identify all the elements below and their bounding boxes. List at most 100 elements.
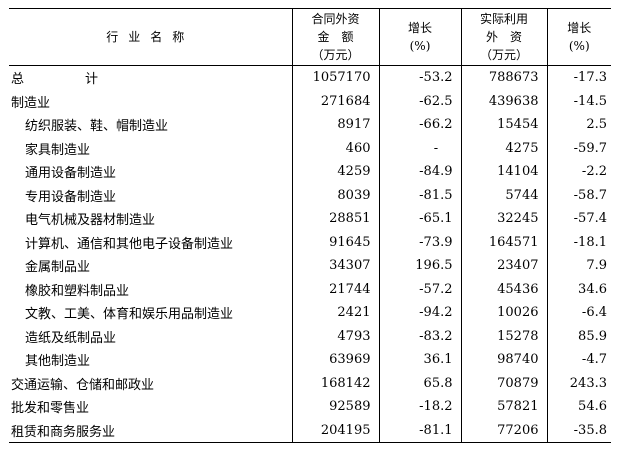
row-contract: 34307 [292, 254, 380, 278]
row-name: 造纸及纸制品业 [9, 324, 293, 348]
header-actual-line1: 实际利用 [479, 12, 528, 26]
row-contract: 460 [292, 136, 380, 160]
header-growth2-line2: (%) [568, 39, 590, 53]
row-actual: 788673 [461, 65, 548, 90]
table-row: 计算机、通信和其他电子设备制造业 91645 -73.9 164571 -18.… [9, 230, 611, 254]
row-name: 其他制造业 [9, 348, 293, 372]
row-name: 橡胶和塑料制品业 [9, 277, 293, 301]
row-actual: 98740 [461, 348, 548, 372]
header-contract-line3: （万元） [311, 48, 360, 62]
table-row: 交通运输、仓储和邮政业 168142 65.8 70879 243.3 [9, 371, 611, 395]
table-row: 租赁和商务服务业 204195 -81.1 77206 -35.8 [9, 418, 611, 443]
table-row: 家具制造业 460 - 4275 -59.7 [9, 136, 611, 160]
row-growth-actual: -6.4 [581, 305, 607, 321]
header-growth-contract: 增长 (%) [379, 8, 462, 66]
row-name: 交通运输、仓储和邮政业 [9, 371, 293, 395]
row-growth-contract: -81.5 [379, 183, 462, 207]
row-growth-actual: 243.3 [569, 375, 607, 391]
row-actual: 4275 [461, 136, 548, 160]
row-actual: 32245 [461, 207, 548, 231]
row-growth-contract: - [379, 136, 462, 160]
row-name: 通用设备制造业 [9, 160, 293, 184]
row-contract: 92589 [292, 395, 380, 419]
table-row: 纺织服装、鞋、帽制造业 8917 -66.2 15454 2.5 [9, 113, 611, 137]
header-growth1-line2: (%) [409, 39, 431, 53]
row-growth-contract: -62.5 [379, 89, 462, 113]
row-growth-contract: 196.5 [379, 254, 462, 278]
table-row: 金属制品业 34307 196.5 23407 7.9 [9, 254, 611, 278]
header-growth1-line1: 增长 [407, 21, 432, 35]
row-name: 纺织服装、鞋、帽制造业 [9, 113, 293, 137]
row-contract: 168142 [292, 371, 380, 395]
row-actual: 164571 [461, 230, 548, 254]
table-row: 通用设备制造业 4259 -84.9 14104 -2.2 [9, 160, 611, 184]
row-growth-actual: -18.1 [573, 234, 607, 250]
row-actual: 15454 [461, 113, 548, 137]
row-growth-actual: -59.7 [573, 140, 607, 156]
row-growth-contract: -65.1 [379, 207, 462, 231]
row-contract: 271684 [292, 89, 380, 113]
row-actual: 45436 [461, 277, 548, 301]
row-contract: 204195 [292, 418, 380, 443]
row-growth-actual: 85.9 [578, 328, 607, 344]
fdi-by-industry-table: 行业名称 合同外资 金 额 （万元） 增长 (%) 实际利用 外 资 （万元） … [9, 8, 611, 443]
row-contract: 4793 [292, 324, 380, 348]
row-growth-contract: -53.2 [379, 65, 462, 90]
row-growth-actual: -35.8 [573, 422, 607, 438]
row-growth-contract: -81.1 [379, 418, 462, 443]
table-row: 橡胶和塑料制品业 21744 -57.2 45436 34.6 [9, 277, 611, 301]
row-name: 总 计 [9, 65, 293, 90]
row-name: 文教、工美、体育和娱乐用品制造业 [9, 301, 293, 325]
row-growth-actual: -14.5 [573, 93, 607, 109]
row-growth-contract: 65.8 [379, 371, 462, 395]
table-row: 造纸及纸制品业 4793 -83.2 15278 85.9 [9, 324, 611, 348]
row-name: 家具制造业 [9, 136, 293, 160]
row-growth-actual: -4.7 [581, 352, 607, 368]
table-row-total: 总 计 1057170 -53.2 788673 -17.3 [9, 65, 611, 90]
header-contract-amount: 合同外资 金 额 （万元） [292, 8, 380, 66]
row-name: 批发和零售业 [9, 395, 293, 419]
row-growth-contract: -18.2 [379, 395, 462, 419]
table-body: 总 计 1057170 -53.2 788673 -17.3 制造业 27168… [9, 65, 611, 443]
row-growth-actual: 7.9 [586, 258, 607, 274]
row-growth-contract: -66.2 [379, 113, 462, 137]
header-row: 行业名称 合同外资 金 额 （万元） 增长 (%) 实际利用 外 资 （万元） … [9, 8, 611, 66]
row-contract: 91645 [292, 230, 380, 254]
row-growth-actual: 2.5 [586, 117, 607, 133]
row-name: 制造业 [9, 89, 293, 113]
header-actual-line3: （万元） [479, 48, 528, 62]
table-row: 文教、工美、体育和娱乐用品制造业 2421 -94.2 10026 -6.4 [9, 301, 611, 325]
row-contract: 8917 [292, 113, 380, 137]
row-contract: 1057170 [292, 65, 380, 90]
row-contract: 63969 [292, 348, 380, 372]
row-growth-actual: -17.3 [573, 70, 607, 86]
row-actual: 70879 [461, 371, 548, 395]
row-contract: 8039 [292, 183, 380, 207]
row-growth-contract: -94.2 [379, 301, 462, 325]
row-growth-actual: -58.7 [573, 187, 607, 203]
row-contract: 2421 [292, 301, 380, 325]
row-actual: 439638 [461, 89, 548, 113]
header-contract-line1: 合同外资 [311, 12, 360, 26]
row-name: 专用设备制造业 [9, 183, 293, 207]
header-actual-use: 实际利用 外 资 （万元） [461, 8, 548, 66]
row-name: 租赁和商务服务业 [9, 418, 293, 443]
table-row: 专用设备制造业 8039 -81.5 5744 -58.7 [9, 183, 611, 207]
row-name: 计算机、通信和其他电子设备制造业 [9, 230, 293, 254]
row-growth-actual: 34.6 [578, 281, 607, 297]
row-contract: 28851 [292, 207, 380, 231]
row-growth-contract: -57.2 [379, 277, 462, 301]
row-actual: 23407 [461, 254, 548, 278]
header-growth-actual: 增长 (%) [547, 9, 611, 66]
row-growth-contract: -84.9 [379, 160, 462, 184]
row-growth-contract: -83.2 [379, 324, 462, 348]
row-actual: 57821 [461, 395, 548, 419]
row-contract: 4259 [292, 160, 380, 184]
row-growth-actual: 54.6 [578, 399, 607, 415]
table-row: 其他制造业 63969 36.1 98740 -4.7 [9, 348, 611, 372]
header-actual-line2: 外 资 [485, 30, 522, 44]
header-growth2-line1: 增长 [567, 21, 592, 35]
row-actual: 10026 [461, 301, 548, 325]
row-name: 金属制品业 [9, 254, 293, 278]
